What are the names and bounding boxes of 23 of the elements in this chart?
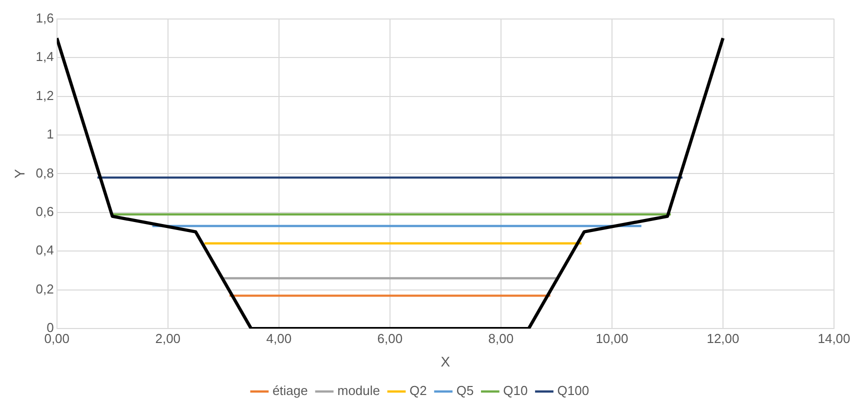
legend-label: Q2 (410, 383, 427, 398)
legend-label: module (337, 383, 380, 398)
x-tick-label: 12,00 (706, 330, 740, 346)
x-tick-label: 2,00 (155, 330, 181, 346)
legend-label: étiage (272, 383, 308, 398)
y-tick-label: 0,4 (36, 242, 54, 258)
legend-label: Q5 (456, 383, 474, 398)
x-tick-label: 6,00 (377, 330, 403, 346)
y-tick-label: 1 (46, 126, 54, 142)
x-tick-label: 8,00 (488, 330, 514, 346)
x-tick-label: 4,00 (266, 330, 292, 346)
y-tick-label: 1,6 (36, 10, 54, 26)
y-tick-label: 0,6 (36, 204, 54, 220)
y-tick-label: 0,2 (36, 281, 54, 296)
y-tick-label: 1,4 (36, 49, 54, 64)
x-tick-label: 14,00 (818, 330, 850, 346)
legend-label: Q100 (557, 383, 590, 398)
y-axis-title: Y (11, 168, 28, 178)
x-tick-label: 10,00 (596, 330, 628, 346)
y-tick-label: 1,2 (36, 88, 54, 103)
y-tick-label: 0,8 (36, 165, 54, 180)
legend-label: Q10 (503, 383, 528, 398)
x-axis-title: X (440, 353, 451, 370)
